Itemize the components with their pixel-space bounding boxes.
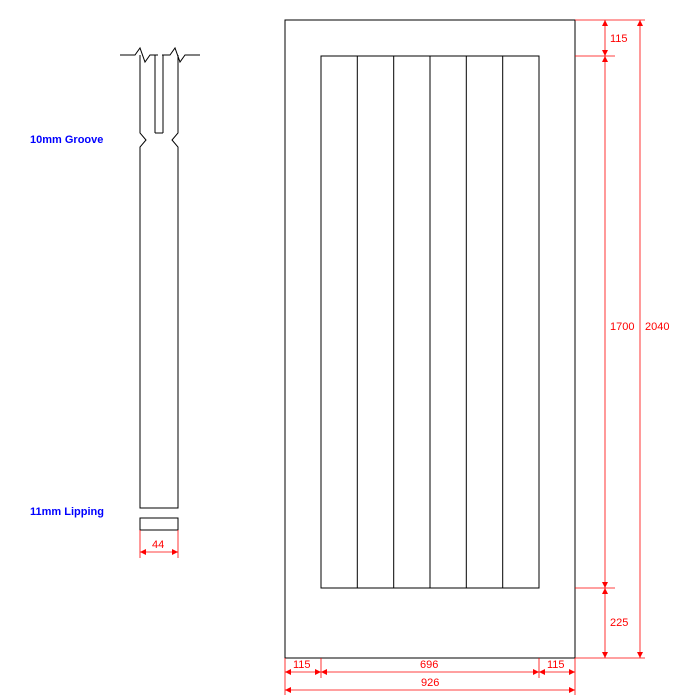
section-profile: 10mm Groove 11mm Lipping 44	[30, 48, 200, 558]
groove-label: 10mm Groove	[30, 134, 103, 146]
lipping-label: 11mm Lipping	[30, 506, 104, 518]
break-line-right	[162, 48, 200, 62]
technical-drawing: 10mm Groove 11mm Lipping 44	[0, 0, 700, 700]
break-line-left	[120, 48, 158, 62]
door-elevation: 115 1700 225 2040 115 696 115	[285, 20, 669, 695]
svg-text:1700: 1700	[610, 321, 634, 333]
svg-text:115: 115	[293, 659, 311, 671]
svg-text:115: 115	[610, 33, 628, 45]
lipping-block	[140, 518, 178, 530]
dim-profile-width: 44	[140, 530, 178, 558]
profile-outline	[140, 55, 178, 508]
svg-text:2040: 2040	[645, 321, 669, 333]
dim-col-2: 2040	[637, 20, 669, 658]
dim-col-1: 115 1700 225	[602, 20, 634, 658]
door-planks	[357, 56, 502, 588]
svg-text:115: 115	[547, 659, 565, 671]
svg-text:225: 225	[610, 617, 628, 629]
svg-text:926: 926	[421, 677, 439, 689]
svg-text:696: 696	[420, 659, 438, 671]
dim-row-1: 115 696 115	[285, 659, 575, 675]
svg-text:44: 44	[152, 539, 164, 551]
dim-row-2: 926	[285, 677, 575, 693]
